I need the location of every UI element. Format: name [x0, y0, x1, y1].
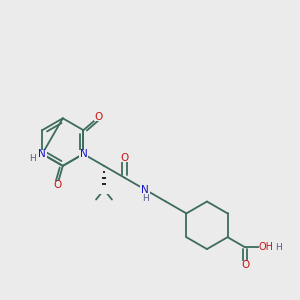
Bar — [38, 149, 47, 158]
Text: N: N — [38, 149, 46, 159]
Text: N: N — [141, 184, 149, 195]
Text: H: H — [29, 154, 36, 163]
Bar — [94, 112, 103, 122]
Bar — [99, 186, 110, 194]
Text: O: O — [53, 180, 61, 190]
Bar — [53, 181, 62, 190]
Text: H: H — [142, 194, 148, 203]
Text: OH: OH — [259, 242, 274, 252]
Bar — [120, 153, 129, 162]
Text: H: H — [275, 243, 281, 252]
Text: O: O — [94, 112, 103, 122]
Text: N: N — [80, 149, 87, 159]
Bar — [241, 261, 250, 270]
Bar — [259, 243, 272, 252]
Text: O: O — [241, 260, 249, 270]
Text: O: O — [121, 152, 129, 163]
Bar — [140, 185, 150, 195]
Bar — [79, 149, 88, 158]
